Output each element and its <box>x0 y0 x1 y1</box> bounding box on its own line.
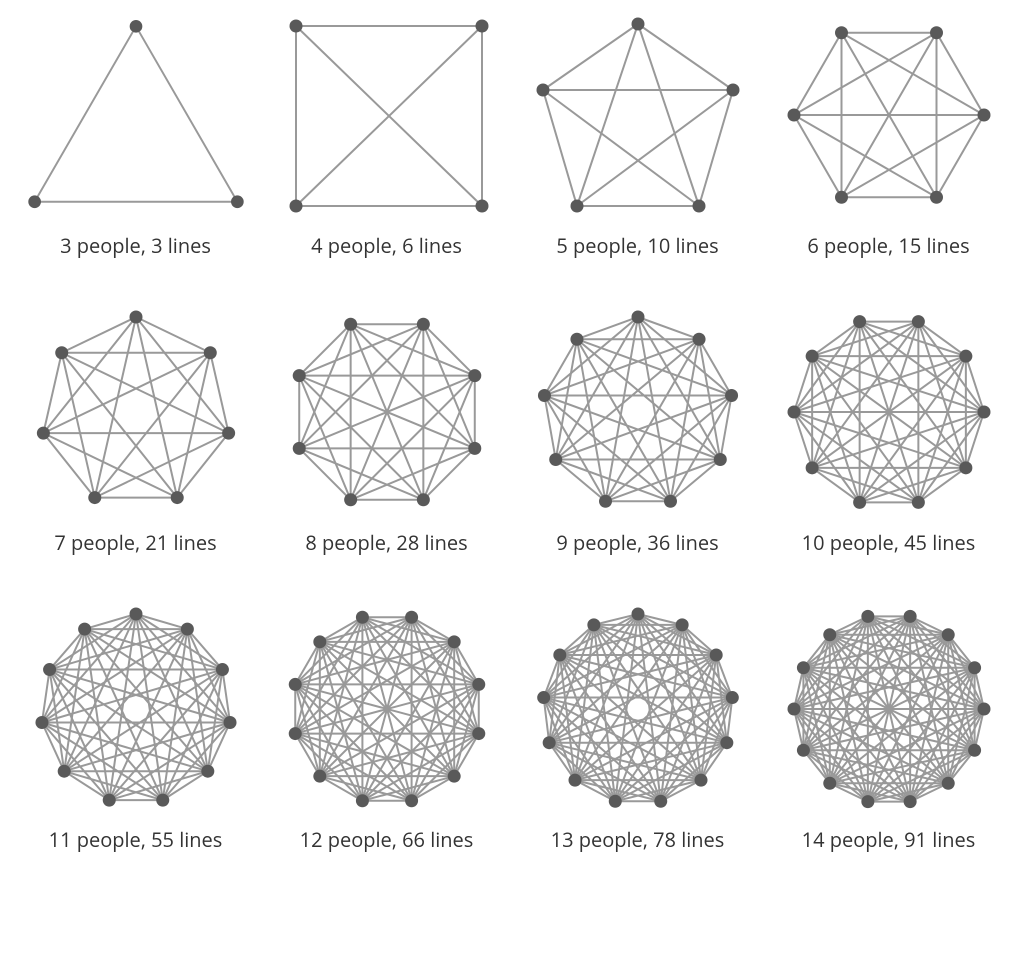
complete-graph-k7 <box>21 307 251 517</box>
complete-graph-k13 <box>523 604 753 814</box>
nodes <box>536 18 739 213</box>
graph-box <box>272 307 502 517</box>
complete-graph-k11 <box>21 604 251 814</box>
graph-caption: 13 people, 78 lines <box>551 826 725 853</box>
graph-box <box>523 604 753 814</box>
complete-graph-k9 <box>523 307 753 517</box>
edges <box>43 317 228 498</box>
graph-cell-6: 6 people, 15 lines <box>763 10 1014 259</box>
graph-cell-3: 3 people, 3 lines <box>10 10 261 259</box>
graph-caption: 14 people, 91 lines <box>802 826 976 853</box>
complete-graph-k14 <box>774 604 1004 814</box>
edges <box>543 24 733 206</box>
graph-box <box>774 307 1004 517</box>
complete-graph-k10 <box>774 307 1004 517</box>
graph-box <box>523 307 753 517</box>
complete-graph-k6 <box>774 10 1004 220</box>
complete-graph-k4 <box>272 10 502 220</box>
edges <box>296 26 482 206</box>
graph-box <box>21 604 251 814</box>
graph-caption: 3 people, 3 lines <box>60 232 211 259</box>
edges <box>34 26 237 201</box>
graph-box <box>272 10 502 220</box>
graph-box <box>272 604 502 814</box>
graph-cell-4: 4 people, 6 lines <box>261 10 512 259</box>
complete-graph-k5 <box>523 10 753 220</box>
complete-graph-k8 <box>272 307 502 517</box>
graph-cell-5: 5 people, 10 lines <box>512 10 763 259</box>
graph-caption: 10 people, 45 lines <box>802 529 976 556</box>
graph-caption: 9 people, 36 lines <box>556 529 718 556</box>
graph-cell-7: 7 people, 21 lines <box>10 307 261 556</box>
graph-caption: 7 people, 21 lines <box>54 529 216 556</box>
graph-grid: 3 people, 3 lines 4 people, 6 lines 5 peop… <box>0 0 1024 883</box>
graph-box <box>21 10 251 220</box>
edges <box>543 614 732 801</box>
edges <box>299 324 475 500</box>
graph-cell-8: 8 people, 28 lines <box>261 307 512 556</box>
nodes <box>28 20 243 208</box>
nodes <box>36 311 234 505</box>
nodes <box>537 608 739 808</box>
graph-caption: 4 people, 6 lines <box>311 232 462 259</box>
graph-box <box>21 307 251 517</box>
edges <box>794 33 984 198</box>
complete-graph-k12 <box>272 604 502 814</box>
graph-cell-9: 9 people, 36 lines <box>512 307 763 556</box>
edges <box>794 322 984 503</box>
graph-caption: 12 people, 66 lines <box>300 826 474 853</box>
graph-cell-13: 13 people, 78 lines <box>512 604 763 853</box>
graph-box <box>774 604 1004 814</box>
graph-caption: 5 people, 10 lines <box>556 232 718 259</box>
complete-graph-k3 <box>21 10 251 220</box>
graph-caption: 11 people, 55 lines <box>49 826 223 853</box>
graph-caption: 8 people, 28 lines <box>305 529 467 556</box>
graph-box <box>774 10 1004 220</box>
graph-cell-14: 14 people, 91 lines <box>763 604 1014 853</box>
edges <box>544 317 731 501</box>
graph-caption: 6 people, 15 lines <box>807 232 969 259</box>
graph-cell-11: 11 people, 55 lines <box>10 604 261 853</box>
graph-cell-12: 12 people, 66 lines <box>261 604 512 853</box>
graph-box <box>523 10 753 220</box>
edges <box>794 616 984 801</box>
graph-cell-10: 10 people, 45 lines <box>763 307 1014 556</box>
